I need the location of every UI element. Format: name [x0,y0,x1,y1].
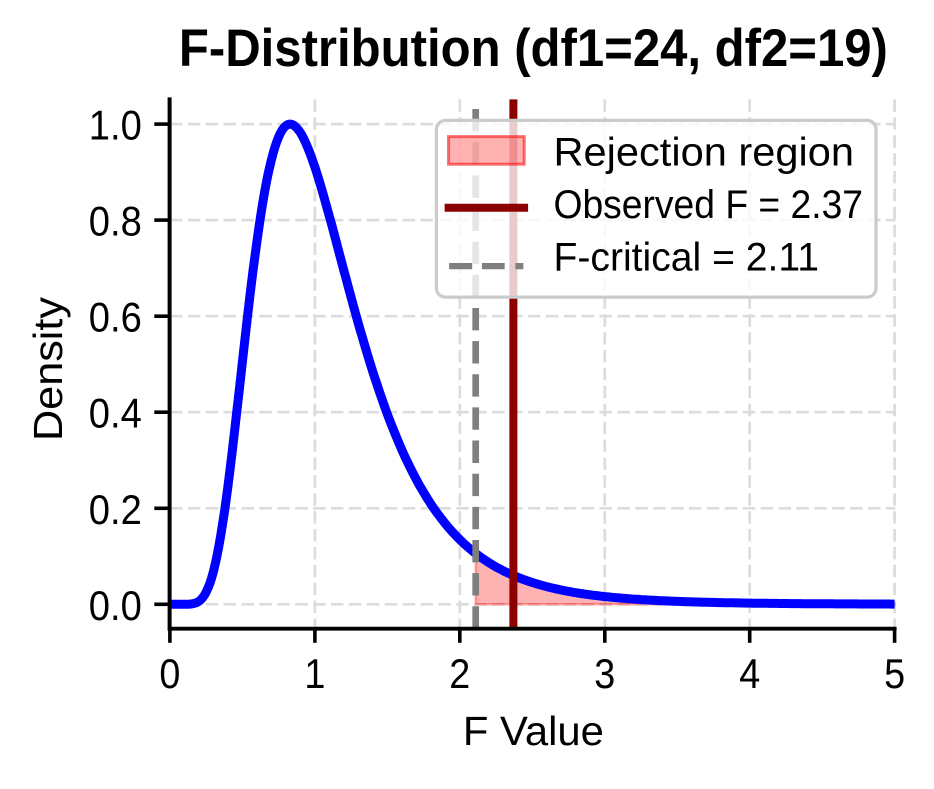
svg-text:Observed F = 2.37: Observed F = 2.37 [554,183,864,227]
svg-text:4: 4 [739,650,760,697]
svg-text:0.2: 0.2 [89,486,142,533]
svg-text:F-Distribution (df1=24, df2=19: F-Distribution (df1=24, df2=19) [179,19,888,78]
svg-text:0.0: 0.0 [89,582,142,629]
svg-text:F-critical = 2.11: F-critical = 2.11 [554,235,820,279]
svg-text:Rejection region: Rejection region [554,131,855,175]
svg-text:1: 1 [304,650,325,697]
svg-text:1.0: 1.0 [89,102,142,149]
svg-text:3: 3 [594,650,615,697]
svg-text:0.4: 0.4 [89,390,142,437]
svg-text:0.6: 0.6 [89,294,142,341]
svg-text:2: 2 [449,650,470,697]
svg-text:Density: Density [25,296,71,441]
svg-text:0: 0 [159,650,180,697]
svg-text:0.8: 0.8 [89,198,142,245]
svg-text:F Value: F Value [463,708,604,754]
svg-text:5: 5 [884,650,905,697]
